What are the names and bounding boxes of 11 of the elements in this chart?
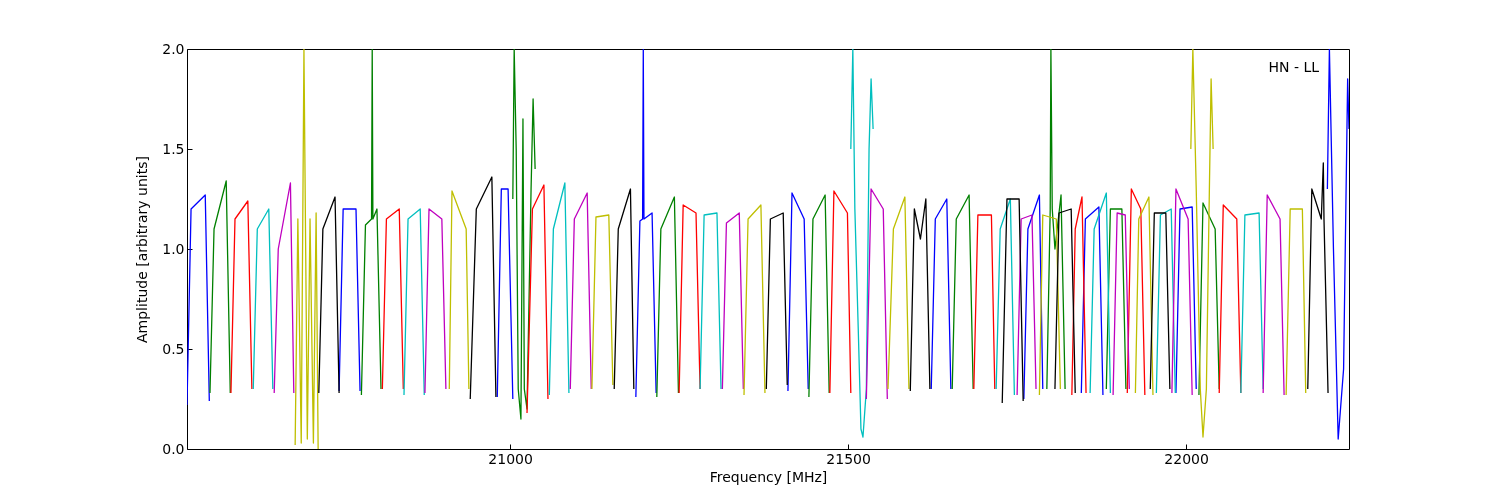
- y-tick-label: 2.0: [162, 40, 185, 57]
- y-tick-label: 1.0: [162, 240, 185, 257]
- x-tick-label: 22000: [1164, 450, 1209, 467]
- x-tick-label: 21500: [826, 450, 871, 467]
- x-tick-label: 21000: [488, 450, 533, 467]
- x-axis-title: Frequency [MHz]: [709, 468, 828, 485]
- y-tick-label: 0.5: [162, 340, 185, 357]
- y-axis-title: Amplitude [arbitrary units]: [134, 156, 151, 343]
- annotation: HN - LL: [1268, 59, 1320, 75]
- y-tick-label: 1.5: [162, 140, 185, 157]
- y-tick-label: 0.0: [162, 440, 185, 457]
